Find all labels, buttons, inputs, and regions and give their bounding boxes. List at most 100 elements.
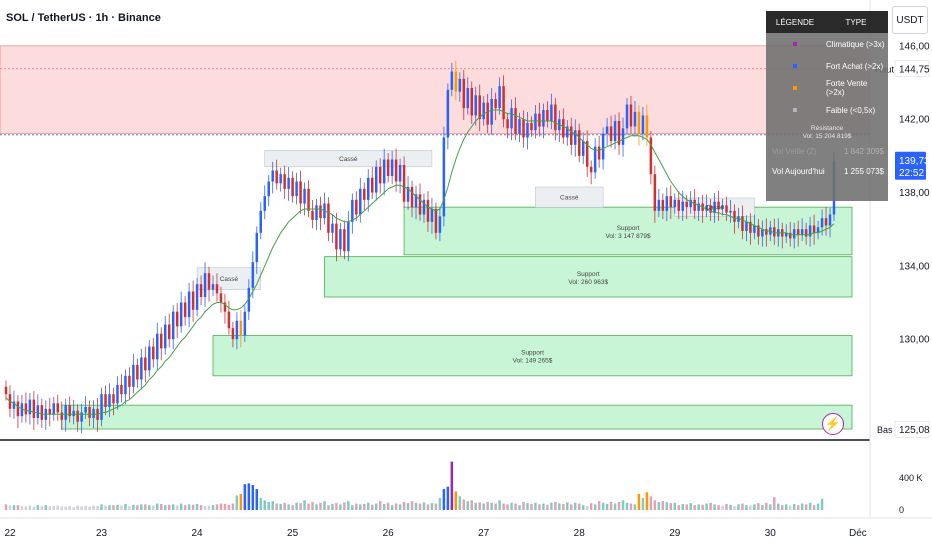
- volume-axis: 400 K 0: [899, 473, 923, 515]
- lightning-alert-icon[interactable]: ⚡: [822, 413, 844, 435]
- volume-bar: [231, 503, 235, 510]
- candle-body: [757, 225, 760, 237]
- volume-bar: [765, 502, 768, 510]
- volume-bar: [474, 502, 477, 510]
- candle-body: [267, 181, 270, 197]
- volume-bar: [410, 501, 414, 510]
- volume-bar: [355, 503, 358, 510]
- support-label: Support: [617, 225, 640, 232]
- support-vol-label: Vol: 149 265$: [513, 358, 553, 365]
- candle-body: [633, 111, 637, 127]
- volume-bar: [183, 505, 187, 510]
- chart-title[interactable]: SOL / TetherUS · 1h · Binance: [6, 12, 161, 24]
- time-tick: 28: [574, 528, 586, 539]
- candle-body: [446, 89, 450, 138]
- volume-bar: [681, 503, 684, 510]
- candle-body: [179, 302, 183, 327]
- volume-bar: [60, 506, 63, 510]
- candle-body: [613, 121, 617, 142]
- candle-body: [665, 196, 669, 211]
- volume-bar: [52, 505, 56, 510]
- candle-body: [370, 177, 374, 193]
- candle-body: [478, 95, 481, 120]
- candle-body: [589, 166, 593, 173]
- volume-bar: [223, 503, 227, 510]
- volume-bar: [311, 501, 314, 510]
- currency-button[interactable]: USDT: [892, 6, 928, 34]
- volume-tick: 400 K: [899, 473, 923, 483]
- low-value: 125,08: [899, 425, 930, 436]
- broken-level-label: Cassé: [560, 195, 579, 202]
- volume-bar: [462, 499, 466, 510]
- volume-bar: [211, 505, 215, 510]
- candle-body: [645, 115, 649, 138]
- volume-bar: [144, 504, 147, 510]
- volume-bar: [48, 506, 52, 510]
- candle-body: [486, 102, 489, 125]
- candle-body: [331, 223, 334, 233]
- volume-bar: [120, 505, 123, 510]
- candle-body: [355, 199, 358, 215]
- volume-bar: [247, 483, 251, 510]
- volume-bar: [434, 503, 438, 510]
- support-vol-label: Vol: 3 147 879$: [605, 233, 651, 240]
- volume-bar: [12, 505, 16, 510]
- volume-bar: [160, 503, 163, 510]
- candle-body: [745, 221, 748, 231]
- volume-bar: [215, 504, 219, 510]
- price-tick: 142,00: [899, 115, 930, 126]
- volume-bar: [16, 505, 20, 510]
- candle-body: [263, 196, 266, 211]
- legend-resistance: Résistance Vol: 15 204 819$: [766, 125, 888, 141]
- candle-body: [88, 407, 91, 418]
- volume-bar: [769, 504, 772, 510]
- candle-body: [116, 385, 119, 404]
- candle-body: [351, 199, 354, 222]
- volume-bar: [482, 503, 485, 510]
- volume-bar: [279, 503, 282, 510]
- volume-bar: [199, 505, 203, 510]
- volume-bar: [510, 502, 513, 510]
- candle-body: [211, 284, 215, 290]
- price-axis: 146,00 142,00 138,00 134,00 130,00: [899, 41, 930, 345]
- volume-bar: [725, 503, 728, 510]
- current-price-tag: [895, 151, 926, 180]
- volume-bar: [458, 496, 462, 510]
- price-tick: 138,00: [899, 188, 930, 199]
- volume-bar: [243, 484, 247, 510]
- candle-body: [378, 166, 382, 184]
- candle-body: [32, 399, 36, 418]
- candle-body: [235, 320, 239, 340]
- low-label: Bas: [877, 425, 893, 435]
- volume-bar: [239, 493, 243, 510]
- candle-body: [661, 199, 665, 211]
- candle-body: [215, 284, 219, 294]
- candle-body: [765, 229, 768, 235]
- price-tick: 146,00: [899, 41, 930, 52]
- candle-body: [808, 225, 812, 237]
- candle-body: [649, 137, 653, 175]
- candle-body: [502, 86, 505, 120]
- candle-body: [617, 121, 621, 145]
- volume-bar: [486, 501, 489, 510]
- candle-body: [92, 408, 95, 418]
- candle-body: [796, 229, 800, 235]
- volume-bar: [800, 503, 804, 510]
- volume-bar: [816, 503, 820, 510]
- volume-bar: [291, 505, 294, 510]
- volume-bar: [299, 503, 302, 510]
- volume-bar: [673, 502, 677, 510]
- volume-bar: [506, 504, 509, 510]
- candle-body: [275, 170, 278, 184]
- volume-bar: [757, 503, 760, 510]
- candle-body: [363, 188, 366, 200]
- candle-body: [76, 410, 79, 422]
- candle-body: [239, 320, 243, 336]
- candle-body: [828, 214, 832, 226]
- legend-row-strong-buy: Fort Achat (>2x): [766, 55, 888, 77]
- volume-bar: [156, 503, 159, 510]
- legend-row-label: Forte Vente (>2x): [826, 79, 868, 97]
- candle-body: [577, 130, 581, 156]
- candle-body: [581, 141, 585, 156]
